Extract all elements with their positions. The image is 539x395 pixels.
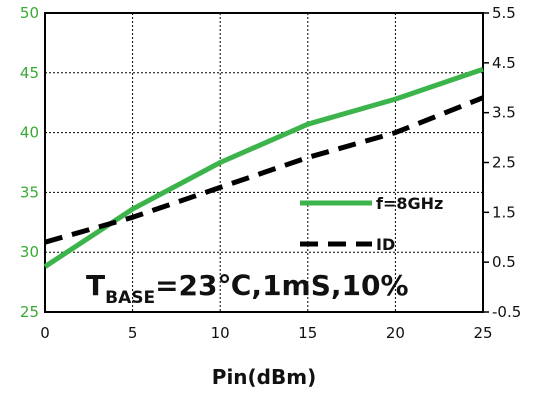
condition-annotation: TBASE=23℃,1mS,10% (86, 269, 409, 308)
y-right-tick-label: 3.5 (492, 104, 516, 122)
y-left-tick-label: 30 (20, 243, 39, 261)
y-left-tick-label: 25 (20, 303, 39, 321)
y-right-tick-label: 4.5 (492, 54, 516, 72)
x-axis-label: Pin(dBm) (212, 365, 316, 389)
x-tick-label: 25 (473, 324, 492, 342)
y-left-tick-label: 50 (20, 4, 39, 22)
y-left-tick-label: 40 (20, 124, 39, 142)
x-tick-label: 20 (386, 324, 405, 342)
plot-frame (44, 12, 484, 313)
y-right-tick-label: 5.5 (492, 4, 516, 22)
legend: f=8GHz ID (300, 194, 443, 254)
series-line-f8ghz (43, 66, 484, 269)
y-right-tick-label: 1.5 (492, 203, 516, 221)
y-right-tick-label: 2.5 (492, 154, 516, 172)
y-left-tick-label: 45 (20, 64, 39, 82)
y-right-tick-label: 0.5 (492, 253, 516, 271)
series-line-id (44, 95, 484, 245)
series-layer (43, 66, 484, 269)
x-tick-label: 0 (40, 324, 50, 342)
x-tick-label: 10 (211, 324, 230, 342)
x-tick-label: 15 (298, 324, 317, 342)
y-right-tick-label: -0.5 (492, 303, 521, 321)
grid-layer (45, 13, 483, 312)
legend-label-id: ID (376, 235, 395, 254)
legend-label-f8ghz: f=8GHz (376, 194, 443, 213)
y-left-tick-label: 35 (20, 183, 39, 201)
x-tick-label: 5 (128, 324, 138, 342)
ticks-layer: 0 5 10 15 20 25 25 30 35 40 45 50 -0.5 0.5 1.5 2.5 3.5 4.… (20, 4, 521, 342)
